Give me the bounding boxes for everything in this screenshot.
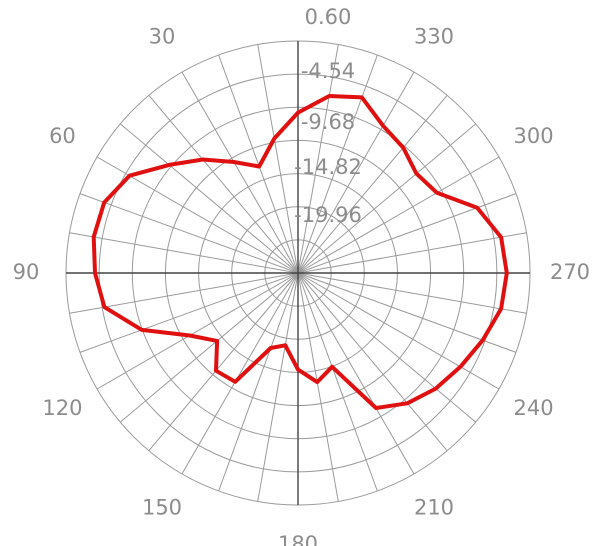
radial-tick-label: 0.60 xyxy=(305,5,352,29)
radial-tick-label: -9.68 xyxy=(301,110,355,134)
angle-tick-label: 90 xyxy=(13,260,40,284)
angle-tick-label: 270 xyxy=(550,260,590,284)
angle-tick-label: 120 xyxy=(42,396,82,420)
angle-tick-label: 150 xyxy=(142,496,182,520)
pattern-trace xyxy=(94,96,507,408)
angle-tick-label: 210 xyxy=(414,496,454,520)
radial-tick-label: -19.96 xyxy=(294,203,362,227)
angle-tick-label: 30 xyxy=(149,24,176,48)
angle-tick-label: 60 xyxy=(49,124,76,148)
angle-tick-label: 240 xyxy=(514,396,554,420)
trace-layer xyxy=(94,96,507,408)
angle-tick-label: 300 xyxy=(514,124,554,148)
angle-tick-label: 180 xyxy=(278,532,318,546)
radial-tick-label: -14.82 xyxy=(294,155,362,179)
radial-tick-label: -4.54 xyxy=(301,59,355,83)
angle-tick-label: 330 xyxy=(414,24,454,48)
